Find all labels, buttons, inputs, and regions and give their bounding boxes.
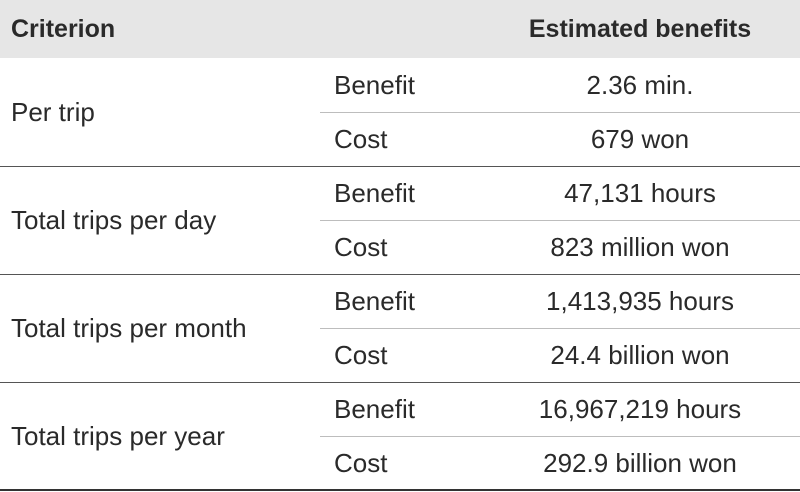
item-value: 823 million won	[550, 232, 730, 262]
table-row-group: Per trip Benefit 2.36 min. Cost 679 won	[0, 58, 800, 166]
item-type: Cost	[334, 448, 388, 478]
item-type: Cost	[334, 232, 388, 262]
item-value: 2.36 min.	[586, 70, 694, 100]
table-bottom-border	[0, 489, 800, 491]
row-divider	[320, 112, 800, 113]
table-row: Benefit 47,131 hours	[320, 166, 800, 220]
table-row: Cost 823 million won	[320, 220, 800, 274]
criterion-label: Per trip	[11, 97, 95, 127]
header-criterion: Criterion	[11, 15, 116, 43]
group-divider	[0, 274, 800, 275]
table-row: Cost 24.4 billion won	[320, 328, 800, 382]
header-estimated-benefits: Estimated benefits	[528, 15, 752, 43]
item-type: Cost	[334, 340, 388, 370]
table-row: Cost 679 won	[320, 112, 800, 166]
item-value: 1,413,935 hours	[546, 286, 734, 316]
table-row: Cost 292.9 billion won	[320, 436, 800, 490]
table-row-group: Total trips per year Benefit 16,967,219 …	[0, 382, 800, 490]
criterion-label: Total trips per year	[11, 421, 225, 451]
row-divider	[320, 436, 800, 437]
item-type: Benefit	[334, 178, 415, 208]
criterion-label: Total trips per month	[11, 313, 247, 343]
item-value: 47,131 hours	[564, 178, 716, 208]
table-row: Benefit 16,967,219 hours	[320, 382, 800, 436]
item-type: Benefit	[334, 286, 415, 316]
criterion-label: Total trips per day	[11, 205, 217, 235]
table-header: Criterion Estimated benefits	[0, 0, 800, 58]
item-value: 24.4 billion won	[550, 340, 730, 370]
table-row-group: Total trips per month Benefit 1,413,935 …	[0, 274, 800, 382]
group-divider	[0, 382, 800, 383]
item-type: Benefit	[334, 394, 415, 424]
item-type: Cost	[334, 124, 388, 154]
table-row-group: Total trips per day Benefit 47,131 hours…	[0, 166, 800, 274]
row-divider	[320, 328, 800, 329]
item-value: 16,967,219 hours	[538, 394, 742, 424]
table-row: Benefit 1,413,935 hours	[320, 274, 800, 328]
table-row: Benefit 2.36 min.	[320, 58, 800, 112]
item-value: 679 won	[590, 124, 690, 154]
item-value: 292.9 billion won	[543, 448, 737, 478]
group-divider	[0, 166, 800, 167]
row-divider	[320, 220, 800, 221]
item-type: Benefit	[334, 70, 415, 100]
